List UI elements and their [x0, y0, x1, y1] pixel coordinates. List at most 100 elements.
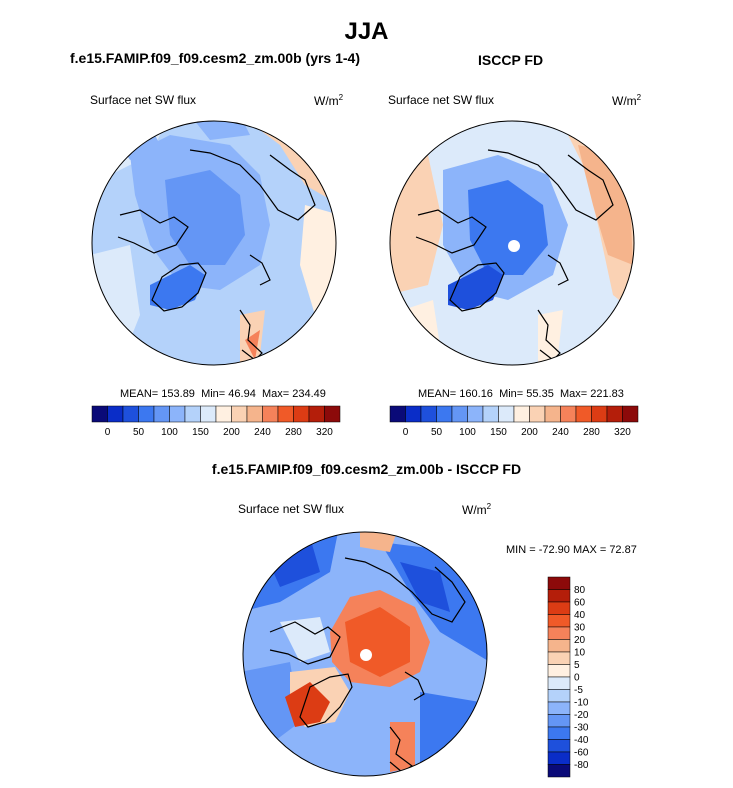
- right-colorbar-tick-label: 0: [403, 427, 409, 438]
- right-variable-label: Surface net SW flux: [388, 93, 495, 107]
- diff-colorbar-swatch: [547, 626, 571, 640]
- right-max-label: Max=: [559, 388, 588, 400]
- left-colorbar-swatch: [246, 405, 263, 423]
- diff-colorbar-tick-label: 0: [574, 673, 580, 684]
- left-colorbar-swatch: [169, 405, 186, 423]
- right-colorbar-swatch: [420, 405, 437, 423]
- diff-field-patch: [345, 607, 410, 677]
- diff-colorbar-swatch: [547, 601, 571, 615]
- left-colorbar-swatch: [277, 405, 294, 423]
- left-polar-map: [91, 120, 337, 366]
- right-colorbar-swatch: [622, 405, 639, 423]
- diff-colorbar-tick-label: 5: [574, 660, 580, 671]
- right-colorbar-tick-label: 280: [583, 427, 600, 438]
- right-colorbar-tick-label: 240: [552, 427, 569, 438]
- canada-coastline: [269, 621, 341, 665]
- diff-units-label: W/m2: [462, 502, 491, 517]
- right-colorbar-swatch: [451, 405, 468, 423]
- right-colorbar-swatch: [544, 405, 561, 423]
- right-colorbar-swatch: [575, 405, 592, 423]
- left-max-value: 234.49: [292, 388, 326, 400]
- right-colorbar-tick-label: 320: [614, 427, 631, 438]
- right-colorbar-swatch: [560, 405, 577, 423]
- right-colorbar-swatch: [436, 405, 453, 423]
- diff-colorbar-swatch: [547, 651, 571, 665]
- diff-units-exp: 2: [486, 502, 492, 511]
- eurasia-coastline: [344, 557, 466, 623]
- diff-polar-map: [242, 531, 488, 777]
- greenland-coastline: [299, 673, 353, 728]
- left-colorbar-swatch: [153, 405, 170, 423]
- left-colorbar-tick-label: 100: [161, 427, 178, 438]
- svalbard-coastline: [547, 254, 569, 286]
- right-colorbar: 0 50 100 150 200 240 280 320: [389, 405, 639, 438]
- right-pole-hole: [508, 240, 520, 252]
- left-mean-label: MEAN=: [120, 388, 159, 400]
- diff-colorbar-swatch: [547, 764, 571, 778]
- left-colorbar-swatch: [231, 405, 248, 423]
- right-colorbar-swatch: [389, 405, 406, 423]
- diff-colorbar-tick-label: -30: [574, 723, 589, 734]
- left-colorbar: 0 50 100 150 200 240 280 320: [91, 405, 341, 438]
- right-colorbar-swatch: [606, 405, 623, 423]
- right-colorbar-swatch: [591, 405, 608, 423]
- left-field-patch: [92, 245, 140, 365]
- right-min-label: Min=: [499, 388, 524, 400]
- right-colorbar-swatch: [513, 405, 530, 423]
- diff-colorbar-tick-label: -80: [574, 760, 589, 771]
- diff-field-patch: [360, 532, 400, 552]
- diff-colorbar-swatch: [547, 689, 571, 703]
- diff-map-border: [242, 531, 488, 777]
- right-mean-value: 160.16: [459, 388, 493, 400]
- diff-colorbar-tick-label: 40: [574, 610, 586, 621]
- right-max-value: 221.83: [590, 388, 624, 400]
- left-colorbar-swatch: [107, 405, 124, 423]
- right-units-label: W/m2: [612, 93, 641, 108]
- left-colorbar-tick-label: 50: [133, 427, 145, 438]
- right-colorbar-swatch: [498, 405, 515, 423]
- right-colorbar-swatch: [467, 405, 484, 423]
- left-colorbar-swatch: [138, 405, 155, 423]
- diff-colorbar-tick-label: 20: [574, 635, 586, 646]
- left-field-patch: [165, 170, 245, 265]
- right-polar-map: [389, 120, 635, 366]
- left-colorbar-swatch: [324, 405, 341, 423]
- svalbard-coastline: [404, 671, 425, 701]
- right-colorbar-tick-label: 100: [459, 427, 476, 438]
- diff-colorbar-tick-label: -10: [574, 698, 589, 709]
- svalbard-coastline: [249, 254, 271, 286]
- diff-colorbar-swatch: [547, 576, 571, 590]
- greenland-coastline: [449, 262, 505, 312]
- diff-colorbar-tick-label: -60: [574, 748, 589, 759]
- left-colorbar-tick-label: 240: [254, 427, 271, 438]
- right-colorbar-swatch: [405, 405, 422, 423]
- left-colorbar-swatch: [308, 405, 325, 423]
- diff-colorbar-swatch: [547, 726, 571, 740]
- greenland-coastline: [151, 262, 207, 312]
- right-map-border: [389, 120, 635, 366]
- diff-colorbar-tick-label: 80: [574, 585, 586, 596]
- left-colorbar-swatch: [262, 405, 279, 423]
- right-colorbar-tick-label: 200: [521, 427, 538, 438]
- right-stats: MEAN= 160.16 Min= 55.35 Max= 221.83: [418, 388, 624, 400]
- diff-panel-title: f.e15.FAMIP.f09_f09.cesm2_zm.00b - ISCCP…: [211, 461, 522, 477]
- left-colorbar-swatch: [91, 405, 108, 423]
- right-colorbar-swatch: [529, 405, 546, 423]
- left-mean-value: 153.89: [161, 388, 195, 400]
- diff-colorbar-tick-label: -40: [574, 735, 589, 746]
- diff-colorbar-tick-label: 30: [574, 623, 586, 634]
- diff-colorbar-swatch: [547, 714, 571, 728]
- left-colorbar-swatch: [122, 405, 139, 423]
- eurasia-coastline: [189, 149, 316, 221]
- left-units-exp: 2: [338, 93, 344, 102]
- left-colorbar-swatch: [200, 405, 217, 423]
- right-field-patch: [468, 180, 548, 275]
- right-colorbar-tick-label: 150: [490, 427, 507, 438]
- canada-coastline: [415, 209, 487, 254]
- left-colorbar-tick-label: 150: [192, 427, 209, 438]
- diff-colorbar-swatch: [547, 639, 571, 653]
- left-variable-label: Surface net SW flux: [90, 93, 197, 107]
- left-units-label: W/m2: [314, 93, 343, 108]
- left-colorbar-swatch: [293, 405, 310, 423]
